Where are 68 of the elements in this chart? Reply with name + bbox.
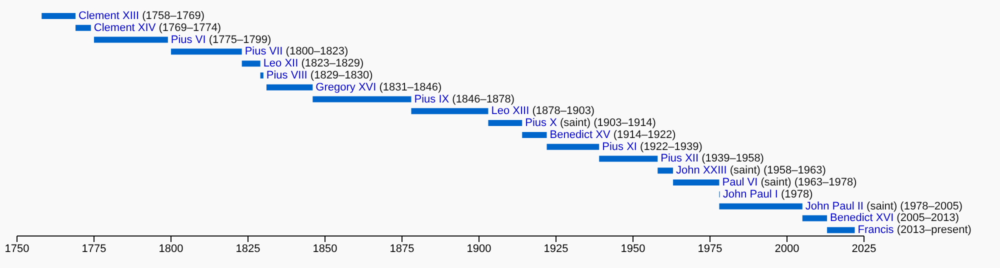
y-tick-label: Pius IX	[414, 93, 450, 106]
bar	[411, 108, 488, 114]
annotation: (saint) (1963–1978)	[758, 176, 857, 189]
y-tick-label: Benedict XV	[550, 128, 611, 141]
bar	[488, 120, 522, 126]
x-tick-label: 1975	[698, 242, 722, 255]
annotation: (1878–1903)	[529, 105, 595, 118]
bar	[522, 132, 547, 138]
annotation: (saint) (1958–1963)	[726, 164, 826, 177]
bar	[94, 36, 168, 43]
bar	[719, 203, 802, 210]
annotation: (saint) (1903–1914)	[556, 117, 656, 130]
x-tick-label: 1750	[4, 242, 30, 255]
bar	[260, 72, 264, 78]
x-tick-label: 1900	[466, 242, 492, 255]
annotation: (1978)	[778, 188, 813, 200]
y-tick-label: Clement XIV	[94, 22, 156, 34]
x-tick-label: 1850	[312, 242, 338, 255]
annotation: (1831–1846)	[376, 81, 442, 94]
y-tick-label: John Paul II	[805, 200, 864, 212]
bar	[802, 215, 828, 222]
y-tick-label: Pius XI	[602, 140, 637, 153]
bar	[266, 84, 313, 90]
x-tick-label: 2000	[774, 242, 800, 255]
x-tick-label: 2025	[852, 242, 876, 255]
y-tick-label: Pius VII	[244, 46, 283, 58]
y-tick-label: Leo XII	[263, 58, 298, 70]
bar	[827, 227, 855, 234]
y-tick-label: Clement XIII	[78, 10, 140, 22]
y-tick-label: John XXIII	[676, 164, 727, 177]
y-tick-label: Pius XII	[660, 152, 699, 165]
bar	[658, 168, 674, 174]
bar	[242, 60, 260, 67]
y-tick-label: Pius VIII	[266, 69, 308, 82]
y-tick-label: Gregory XVI	[316, 81, 376, 94]
bar	[76, 24, 91, 31]
bar	[312, 96, 412, 102]
bar	[546, 144, 600, 150]
bar	[599, 156, 658, 162]
annotation: (1758–1769)	[139, 10, 205, 22]
y-tick-label: Pius VI	[170, 34, 206, 46]
x-tick-label: 1925	[544, 242, 568, 255]
annotation: (1775–1799)	[206, 34, 272, 46]
x-tick-label: 1825	[236, 242, 260, 255]
y-tick-label: Benedict XVI	[830, 212, 894, 224]
annotation: (1800–1823)	[282, 46, 348, 58]
annotation: (1914–1922)	[610, 128, 676, 141]
annotation: (1829–1830)	[307, 69, 373, 82]
y-tick-label: John Paul I	[722, 188, 778, 200]
bar	[673, 180, 720, 186]
annotation: (1769–1774)	[156, 22, 222, 34]
bar	[42, 13, 76, 19]
x-tick-label: 1775	[82, 242, 106, 255]
bar	[171, 48, 242, 55]
x-tick-label: 1875	[390, 242, 414, 255]
text: (2005–2013)	[894, 212, 960, 224]
text: (2013–present)	[894, 224, 972, 236]
annotation: (1846–1878)	[449, 93, 515, 106]
y-tick-label: Paul VI	[722, 176, 758, 189]
y-tick-label: Francis	[858, 224, 894, 236]
annotation: (1939–1958)	[698, 152, 764, 165]
annotation: (1823–1829)	[298, 58, 364, 70]
x-tick-label: 1800	[158, 242, 184, 255]
annotation: (1922–1939)	[636, 140, 702, 153]
y-tick-label: Leo XIII	[491, 105, 530, 118]
x-tick-label: 1950	[620, 242, 646, 255]
y-tick-label: Pius X	[525, 117, 558, 130]
text: (saint) (1978–2005)	[863, 200, 963, 212]
